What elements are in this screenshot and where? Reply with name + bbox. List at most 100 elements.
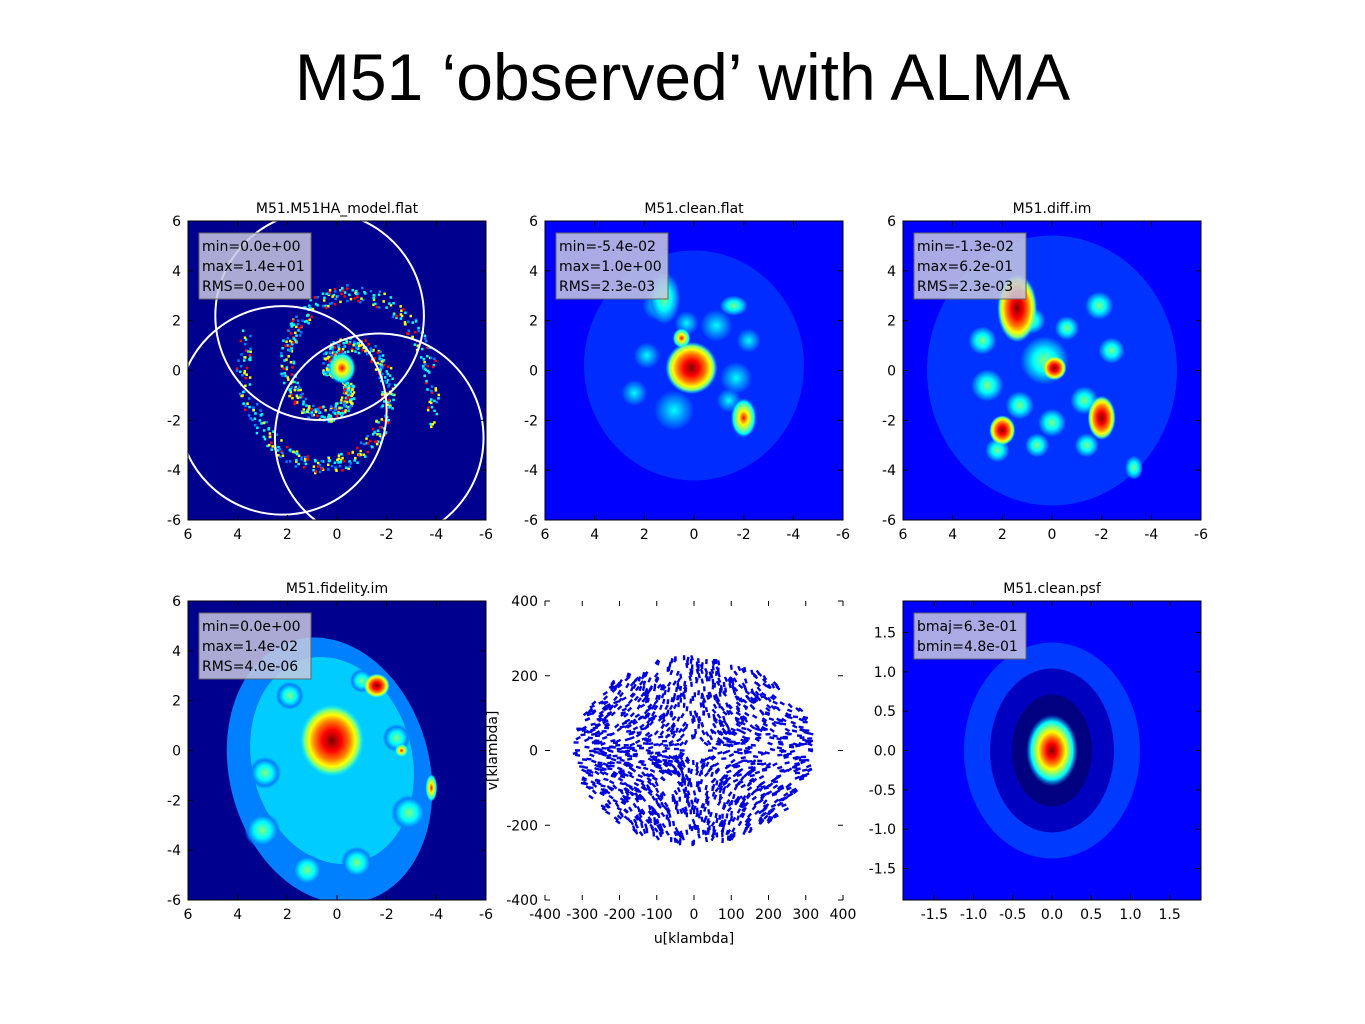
speckle xyxy=(435,400,439,404)
uv-point xyxy=(721,727,727,733)
speckle xyxy=(321,415,324,418)
uv-point xyxy=(712,694,717,701)
uv-point xyxy=(658,769,664,775)
speckle xyxy=(331,295,334,298)
speckle xyxy=(433,399,436,403)
uv-point xyxy=(685,756,691,762)
emission-blob xyxy=(248,756,281,789)
speckle xyxy=(294,331,297,335)
uv-point xyxy=(639,746,645,750)
speckle xyxy=(340,452,343,456)
uv-point xyxy=(740,801,746,808)
speckle xyxy=(321,304,325,308)
uv-point xyxy=(635,765,642,770)
uv-point xyxy=(729,664,733,670)
uv-point xyxy=(672,765,678,772)
uv-point xyxy=(798,707,804,713)
uv-point xyxy=(655,758,661,764)
panel-title: M51.fidelity.im xyxy=(286,581,388,597)
uv-point xyxy=(746,782,753,788)
speckle xyxy=(339,458,343,462)
speckle xyxy=(340,406,343,410)
uv-point xyxy=(741,735,748,740)
uv-point xyxy=(694,728,698,735)
uv-point xyxy=(727,728,733,734)
speckle xyxy=(345,382,348,385)
speckle xyxy=(381,393,384,396)
uv-point xyxy=(761,725,767,731)
uv-point xyxy=(765,732,771,736)
uv-point xyxy=(705,659,708,665)
uv-point xyxy=(674,686,679,693)
speckle xyxy=(334,407,337,410)
uv-point xyxy=(636,697,642,703)
uv-point xyxy=(688,671,693,678)
uv-point xyxy=(772,681,778,687)
speckle xyxy=(380,436,383,439)
speckle xyxy=(371,445,374,449)
speckle xyxy=(431,422,435,426)
uv-point xyxy=(586,757,592,761)
speckle xyxy=(349,297,353,301)
uv-point xyxy=(593,747,599,751)
speckle xyxy=(318,406,321,410)
uv-point xyxy=(668,742,675,747)
uv-point xyxy=(682,702,686,708)
uv-point xyxy=(789,789,795,794)
speckle xyxy=(270,441,273,445)
speckle xyxy=(243,370,247,373)
uv-point xyxy=(619,781,625,786)
uv-point xyxy=(771,722,777,728)
speckle xyxy=(372,296,375,300)
uv-point xyxy=(740,742,746,745)
uv-point xyxy=(702,829,705,835)
uv-point xyxy=(778,742,784,746)
uv-point xyxy=(724,774,729,780)
uv-point xyxy=(663,801,669,808)
uv-point xyxy=(771,791,778,796)
uv-point xyxy=(778,786,785,791)
speckle xyxy=(310,315,313,319)
speckle xyxy=(335,411,338,415)
uv-point xyxy=(688,675,693,682)
speckle xyxy=(302,400,305,403)
y-tick-label: 0.5 xyxy=(874,704,896,720)
speckle xyxy=(290,373,294,376)
speckle xyxy=(359,300,362,304)
speckle xyxy=(342,346,346,349)
uv-point xyxy=(751,714,758,719)
uv-point xyxy=(685,706,689,712)
stats-box-bg xyxy=(913,232,1027,300)
speckle xyxy=(280,439,283,442)
speckle xyxy=(380,426,384,429)
uv-point xyxy=(801,742,808,746)
speckle xyxy=(381,354,385,357)
uv-point xyxy=(657,716,664,722)
uv-point xyxy=(807,739,814,743)
uv-point xyxy=(721,827,725,834)
speckle xyxy=(309,307,312,310)
speckle xyxy=(425,379,428,383)
uv-point xyxy=(649,768,656,774)
speckle xyxy=(366,434,369,438)
speckle xyxy=(249,417,252,420)
uv-point xyxy=(633,695,639,702)
uv-point xyxy=(706,829,710,835)
uv-point xyxy=(676,770,682,776)
uv-point xyxy=(641,685,646,692)
speckle xyxy=(347,393,350,397)
speckle xyxy=(380,360,384,363)
speckle xyxy=(323,416,326,419)
x-tick-label: 6 xyxy=(184,907,193,923)
uv-point xyxy=(805,764,812,769)
uv-point xyxy=(647,818,653,824)
uv-point xyxy=(674,754,680,760)
speckle xyxy=(349,390,353,393)
uv-point xyxy=(689,710,693,716)
uv-point xyxy=(616,747,622,751)
y-tick-label: -6 xyxy=(167,513,181,529)
uv-point xyxy=(636,704,642,710)
uv-point xyxy=(627,770,633,776)
emission-blob xyxy=(1005,391,1034,420)
